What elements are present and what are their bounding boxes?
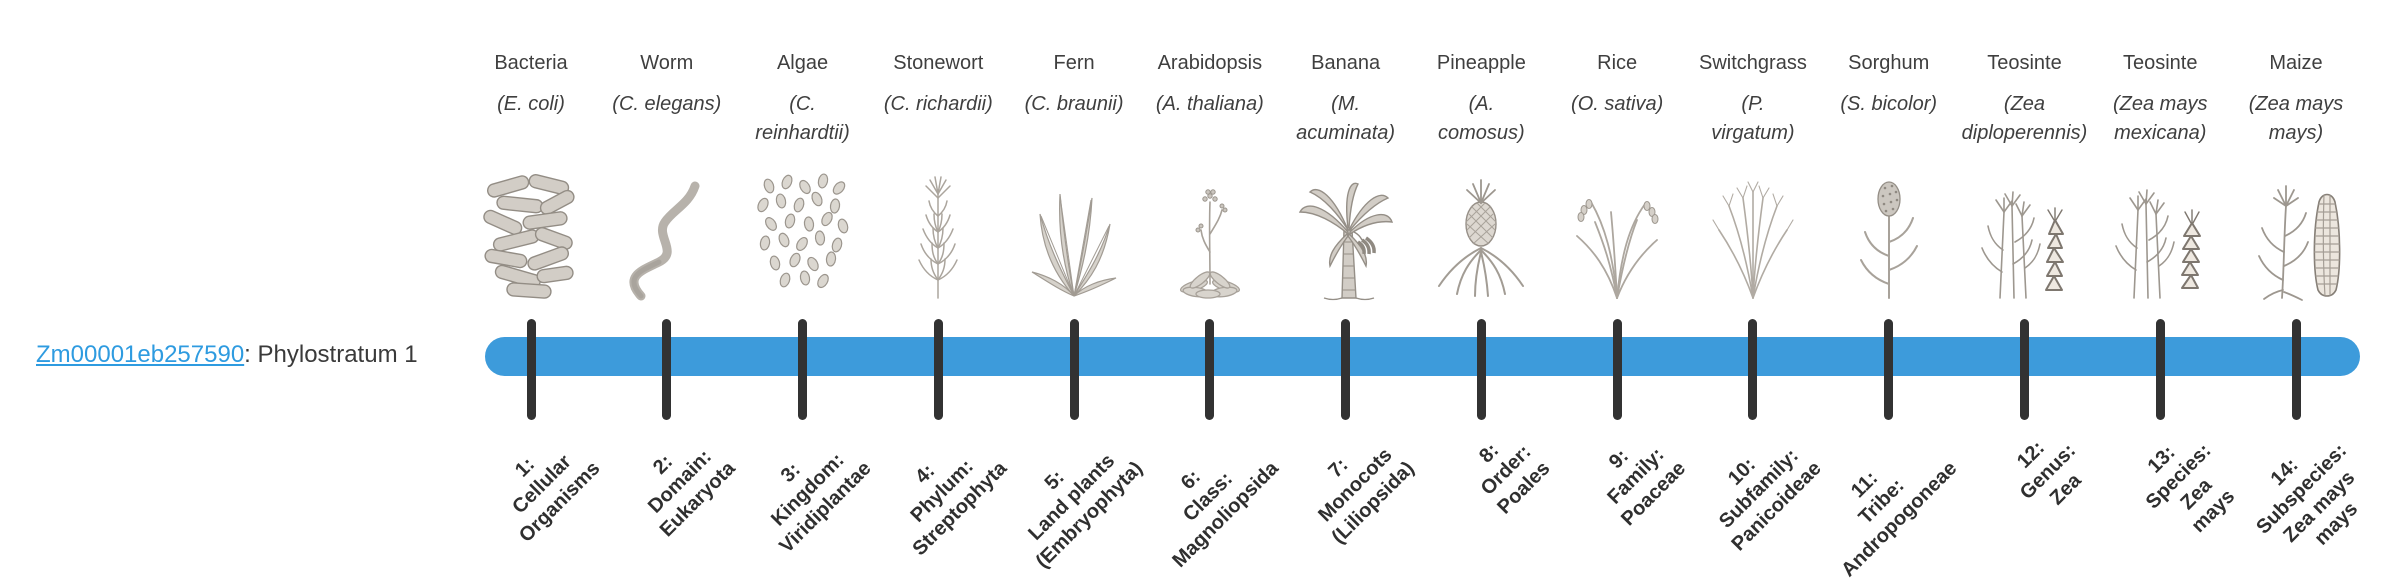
phylostratum-tick-label: 8: Order: Poales <box>1474 439 1555 519</box>
rice-illustration <box>1555 168 1679 302</box>
organism-scientific-name: (Zea diploperennis) <box>1961 93 2088 144</box>
organism-scientific-name: (A. comosus) <box>1438 93 1525 144</box>
organism-scientific-name: (C. richardii) <box>883 93 993 115</box>
timeline-tick <box>2019 319 2029 420</box>
banana-illustration <box>1284 168 1408 302</box>
timeline-tick <box>798 319 808 420</box>
organism-name: Pineapple <box>1436 52 1526 74</box>
timeline-tick <box>2155 319 2165 420</box>
organism-scientific-name: (O. sativa) <box>1571 93 1664 115</box>
organism-name: Algae <box>776 52 829 74</box>
phylostratum-tick-label: 3: Kingdom: Viridiplantae <box>767 449 876 558</box>
organism-name: Maize <box>2269 52 2323 74</box>
timeline-tick <box>2291 319 2301 420</box>
phylostratum-tick-label: 6: Class: Magnoliopsida <box>1168 457 1283 572</box>
organism-name: Bacteria <box>494 52 568 74</box>
phylostratum-tick-label: 5: Land plants (Embryophyta) <box>1024 450 1147 573</box>
phylostratum-tick-label: 14: Subspecies: Zea mays mays <box>2252 439 2363 550</box>
pineapple-illustration <box>1419 168 1543 302</box>
sorghum-illustration <box>1827 168 1951 302</box>
organism-name: Stonewort <box>893 52 984 74</box>
organism-scientific-name: (P. virgatum) <box>1711 93 1795 144</box>
organism-scientific-name: (A. thaliana) <box>1155 93 1264 115</box>
gene-label: Zm00001eb257590: Phylostratum 1 <box>36 341 418 369</box>
timeline-tick <box>1205 319 1215 420</box>
organism-name: Switchgrass <box>1699 52 1807 74</box>
phylostratum-tick-label: 9: Family: Poaceae <box>1603 443 1690 531</box>
stonewort-illustration <box>876 168 1000 302</box>
phylostratum-tick-label: 2: Domain: Eukaryota <box>644 445 740 542</box>
maize-illustration <box>2234 168 2358 302</box>
phylostratum-tick-label: 4: Phylum: Streptophyta <box>906 455 1012 560</box>
timeline-tick <box>933 319 943 420</box>
teosinte-mexicana-illustration <box>2098 168 2222 302</box>
organism-name: Teosinte <box>1987 52 2062 74</box>
phylostratum-tick-label: 7: Monocots (Liliopsida) <box>1314 444 1419 549</box>
timeline-tick <box>1884 319 1894 420</box>
organism-scientific-name: (C. elegans) <box>612 93 722 115</box>
organism-name: Fern <box>1053 52 1095 74</box>
worm-illustration <box>605 168 729 302</box>
algae-illustration <box>741 168 865 302</box>
gene-link[interactable]: Zm00001eb257590 <box>36 341 245 368</box>
organism-scientific-name: (M. acuminata) <box>1296 93 1396 144</box>
organism-name: Rice <box>1597 52 1638 74</box>
phylostratum-tick-label: 12: Genus: Zea <box>2012 436 2086 510</box>
timeline-tick <box>1476 319 1486 420</box>
phylostratum-tick-label: 11: Tribe: Andropogoneae <box>1837 457 1962 580</box>
organism-scientific-name: (C. braunii) <box>1024 93 1124 115</box>
timeline-tick <box>1612 319 1622 420</box>
organism-scientific-name: (S. bicolor) <box>1840 93 1938 115</box>
organism-name: Sorghum <box>1848 52 1930 74</box>
organism-scientific-name: (E. coli) <box>497 93 565 115</box>
organism-scientific-name: (Zea mays mays) <box>2248 93 2344 144</box>
organism-name: Arabidopsis <box>1157 52 1263 74</box>
timeline-bar <box>485 337 2360 376</box>
arabidopsis-illustration <box>1148 168 1272 302</box>
phylostratum-tick-label: 13: Species: Zea mays <box>2142 439 2240 538</box>
bacteria-illustration <box>469 168 593 302</box>
teosinte-diploperennis-illustration <box>1962 168 2086 302</box>
timeline-tick <box>662 319 672 420</box>
switchgrass-illustration <box>1691 168 1815 302</box>
phylostratum-text: : Phylostratum 1 <box>244 341 418 368</box>
timeline-tick <box>1069 319 1079 420</box>
fern-illustration <box>1012 168 1136 302</box>
organism-name: Teosinte <box>2122 52 2198 74</box>
organism-name: Worm <box>640 52 694 74</box>
organism-scientific-name: (C. reinhardtii) <box>755 93 850 144</box>
timeline-tick <box>526 319 536 420</box>
organism-name: Banana <box>1311 52 1381 74</box>
organism-scientific-name: (Zea mays mexicana) <box>2113 93 2208 144</box>
phylostratum-tick-label: 1: Cellular Organisms <box>508 450 604 547</box>
timeline-tick <box>1748 319 1758 420</box>
timeline-tick <box>1341 319 1351 420</box>
phylostratum-tick-label: 10: Subfamily: Panicoideae <box>1715 445 1826 556</box>
